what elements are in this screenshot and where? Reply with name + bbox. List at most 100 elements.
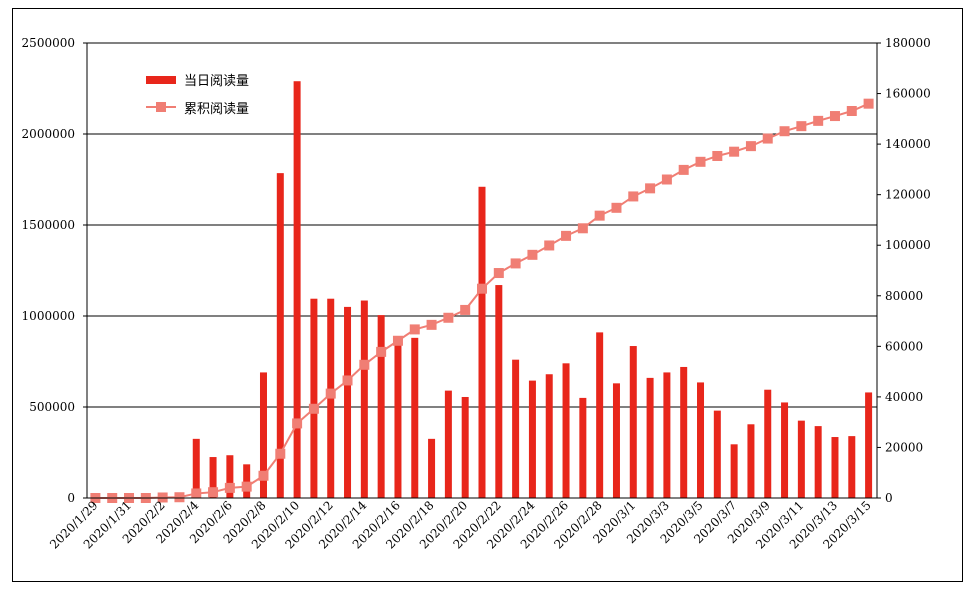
legend-marker-swatch bbox=[156, 102, 166, 112]
line-point-2020/2/25 bbox=[544, 240, 555, 251]
legend-label-daily: 当日阅读量 bbox=[184, 74, 249, 89]
y-right-tick-label-9: 180000 bbox=[885, 36, 931, 50]
legend: 当日阅读量 累积阅读量 bbox=[146, 74, 249, 117]
line-point-2020/2/3 bbox=[174, 492, 185, 503]
line-point-2020/3/6 bbox=[712, 150, 723, 161]
bar-2020/3/11 bbox=[797, 420, 805, 498]
bar-2020/2/26 bbox=[562, 363, 570, 498]
y-right-tick-label-3: 60000 bbox=[885, 339, 923, 353]
bar-2020/2/5 bbox=[209, 457, 217, 498]
line-point-2020/2/7 bbox=[241, 481, 252, 492]
line-point-2020/2/28 bbox=[594, 210, 605, 221]
bar-2020/3/8 bbox=[747, 424, 755, 498]
bar-2020/2/18 bbox=[428, 438, 436, 498]
bar-2020/2/21 bbox=[478, 186, 486, 498]
y-right-tick-label-1: 20000 bbox=[885, 440, 923, 454]
line-point-2020/2/12 bbox=[325, 388, 336, 399]
line-point-2020/2/19 bbox=[443, 312, 454, 323]
y-left-tick-label-2: 1000000 bbox=[22, 309, 75, 323]
bar-2020/2/20 bbox=[461, 396, 469, 498]
y-right-tick-label-0: 0 bbox=[885, 491, 893, 505]
line-point-2020/2/29 bbox=[611, 202, 622, 213]
line-point-2020/2/8 bbox=[258, 470, 269, 481]
y-left-tick-label-4: 2000000 bbox=[22, 127, 75, 141]
bar-2020/3/5 bbox=[697, 382, 705, 498]
line-point-2020/2/16 bbox=[392, 335, 403, 346]
bar-2020/3/2 bbox=[646, 377, 654, 498]
bar-2020/3/1 bbox=[629, 346, 637, 498]
bar-2020/2/9 bbox=[276, 173, 284, 498]
line-point-2020/2/5 bbox=[208, 487, 219, 498]
line-point-2020/2/18 bbox=[426, 319, 437, 330]
bar-2020/2/13 bbox=[344, 306, 352, 498]
line-point-2020/2/13 bbox=[342, 375, 353, 386]
y-left-tick-label-5: 2500000 bbox=[22, 36, 75, 50]
line-point-2020/2/15 bbox=[376, 346, 387, 357]
x-axis-ticks: 2020/1/292020/1/312020/2/22020/2/42020/2… bbox=[47, 498, 874, 552]
daily-bars bbox=[192, 81, 873, 498]
line-point-2020/2/27 bbox=[577, 223, 588, 234]
line-point-2020/2/17 bbox=[409, 324, 420, 335]
line-point-2020/3/3 bbox=[661, 174, 672, 185]
line-point-2020/3/8 bbox=[745, 141, 756, 152]
line-point-2020/2/26 bbox=[561, 230, 572, 241]
bar-2020/2/27 bbox=[579, 397, 587, 498]
y-right-tick-label-7: 140000 bbox=[885, 137, 931, 151]
line-point-2020/2/6 bbox=[224, 482, 235, 493]
bar-2020/3/10 bbox=[781, 402, 789, 498]
bar-2020/3/13 bbox=[831, 437, 839, 498]
y-right-tick-label-5: 100000 bbox=[885, 238, 931, 252]
bar-2020/2/24 bbox=[528, 380, 536, 498]
bar-2020/2/28 bbox=[596, 332, 604, 498]
line-point-2020/3/4 bbox=[678, 164, 689, 175]
bar-2020/2/25 bbox=[545, 374, 553, 498]
bar-2020/2/8 bbox=[259, 372, 267, 498]
line-point-2020/2/20 bbox=[460, 304, 471, 315]
bar-2020/3/3 bbox=[663, 372, 671, 498]
line-point-2020/3/9 bbox=[762, 133, 773, 144]
bar-2020/2/6 bbox=[226, 455, 234, 498]
y-right-tick-label-8: 160000 bbox=[885, 87, 931, 101]
line-point-2020/2/22 bbox=[493, 268, 504, 279]
bar-2020/3/6 bbox=[713, 410, 721, 498]
line-point-2020/3/12 bbox=[813, 115, 824, 126]
line-point-2020/2/4 bbox=[191, 488, 202, 499]
bar-2020/2/4 bbox=[192, 438, 200, 498]
line-point-2020/3/13 bbox=[829, 111, 840, 122]
line-point-2020/2/10 bbox=[292, 418, 303, 429]
line-point-2020/3/14 bbox=[846, 106, 857, 116]
bar-2020/3/9 bbox=[764, 389, 772, 498]
y-left-tick-label-3: 1500000 bbox=[22, 218, 75, 232]
legend-label-cumulative: 累积阅读量 bbox=[184, 102, 249, 117]
bar-2020/2/7 bbox=[243, 464, 251, 498]
line-point-2020/2/24 bbox=[527, 249, 538, 260]
line-point-2020/2/2 bbox=[157, 492, 168, 503]
line-point-2020/3/10 bbox=[779, 126, 790, 137]
bar-2020/2/23 bbox=[512, 359, 520, 498]
y-right-tick-label-6: 120000 bbox=[885, 188, 931, 202]
bar-2020/3/7 bbox=[730, 444, 738, 498]
bar-2020/3/12 bbox=[814, 426, 822, 498]
y-axis-left-ticks: 0 500000 1000000 1500000 2000000 2500000 bbox=[22, 36, 87, 505]
line-point-2020/2/14 bbox=[359, 359, 370, 370]
bar-2020/2/19 bbox=[444, 390, 452, 498]
y-left-tick-label-0: 0 bbox=[67, 491, 75, 505]
y-left-tick-label-1: 500000 bbox=[29, 400, 75, 414]
line-point-2020/2/11 bbox=[308, 403, 319, 414]
line-point-2020/3/15 bbox=[863, 98, 874, 109]
bar-2020/2/17 bbox=[411, 337, 419, 498]
line-point-2020/3/7 bbox=[729, 146, 740, 157]
y-right-tick-label-2: 40000 bbox=[885, 390, 923, 404]
bar-2020/2/29 bbox=[612, 383, 620, 498]
bar-2020/2/14 bbox=[360, 300, 368, 498]
bar-2020/2/22 bbox=[495, 285, 503, 498]
line-point-2020/3/5 bbox=[695, 156, 706, 167]
bar-2020/2/15 bbox=[377, 315, 385, 498]
line-point-2020/3/11 bbox=[796, 121, 807, 132]
y-right-tick-label-4: 80000 bbox=[885, 289, 923, 303]
legend-bar-swatch bbox=[146, 76, 176, 84]
bar-2020/2/11 bbox=[310, 298, 318, 498]
bar-2020/3/14 bbox=[848, 436, 856, 498]
line-point-2020/3/2 bbox=[645, 183, 656, 194]
